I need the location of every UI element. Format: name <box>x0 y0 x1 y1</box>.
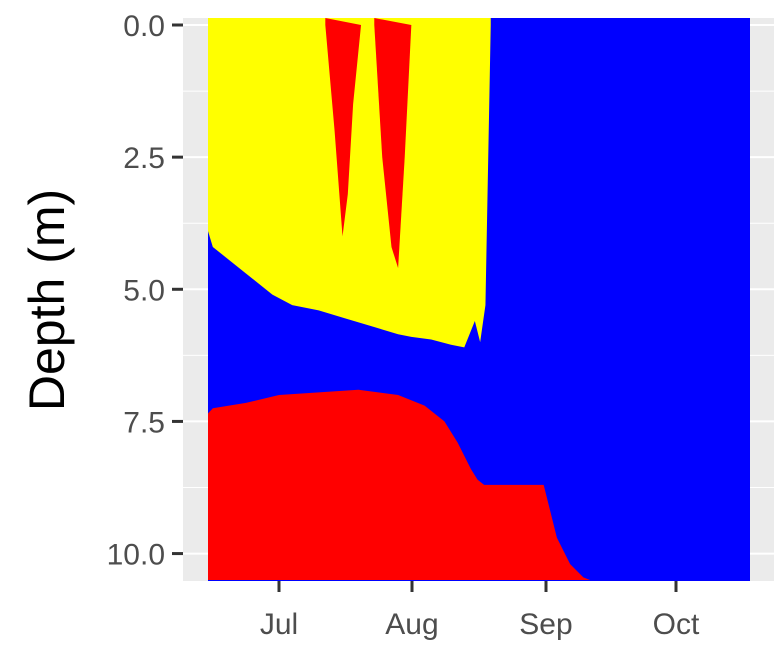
y-axis: 0.0 2.5 5.0 7.5 10.0 <box>107 10 183 572</box>
state-fills <box>208 18 750 581</box>
x-axis: Jul Aug Sep Oct <box>260 581 700 641</box>
x-tick-label-3: Oct <box>653 608 700 641</box>
y-tick-label-4: 10.0 <box>107 539 165 572</box>
bottom-state-region <box>208 389 590 580</box>
y-tick-label-2: 5.0 <box>123 274 165 307</box>
y-tick-label-0: 0.0 <box>123 10 165 43</box>
x-tick-label-2: Sep <box>519 608 572 641</box>
y-axis-title: Depth (m) <box>19 189 75 411</box>
y-tick-label-1: 2.5 <box>123 142 165 175</box>
surface-spike-region-2 <box>374 18 412 269</box>
y-tick-label-3: 7.5 <box>123 406 165 439</box>
upper-state-region <box>208 18 491 348</box>
surface-spike-region-1 <box>325 18 362 237</box>
x-tick-label-1: Aug <box>385 608 438 641</box>
x-tick-label-0: Jul <box>260 608 298 641</box>
